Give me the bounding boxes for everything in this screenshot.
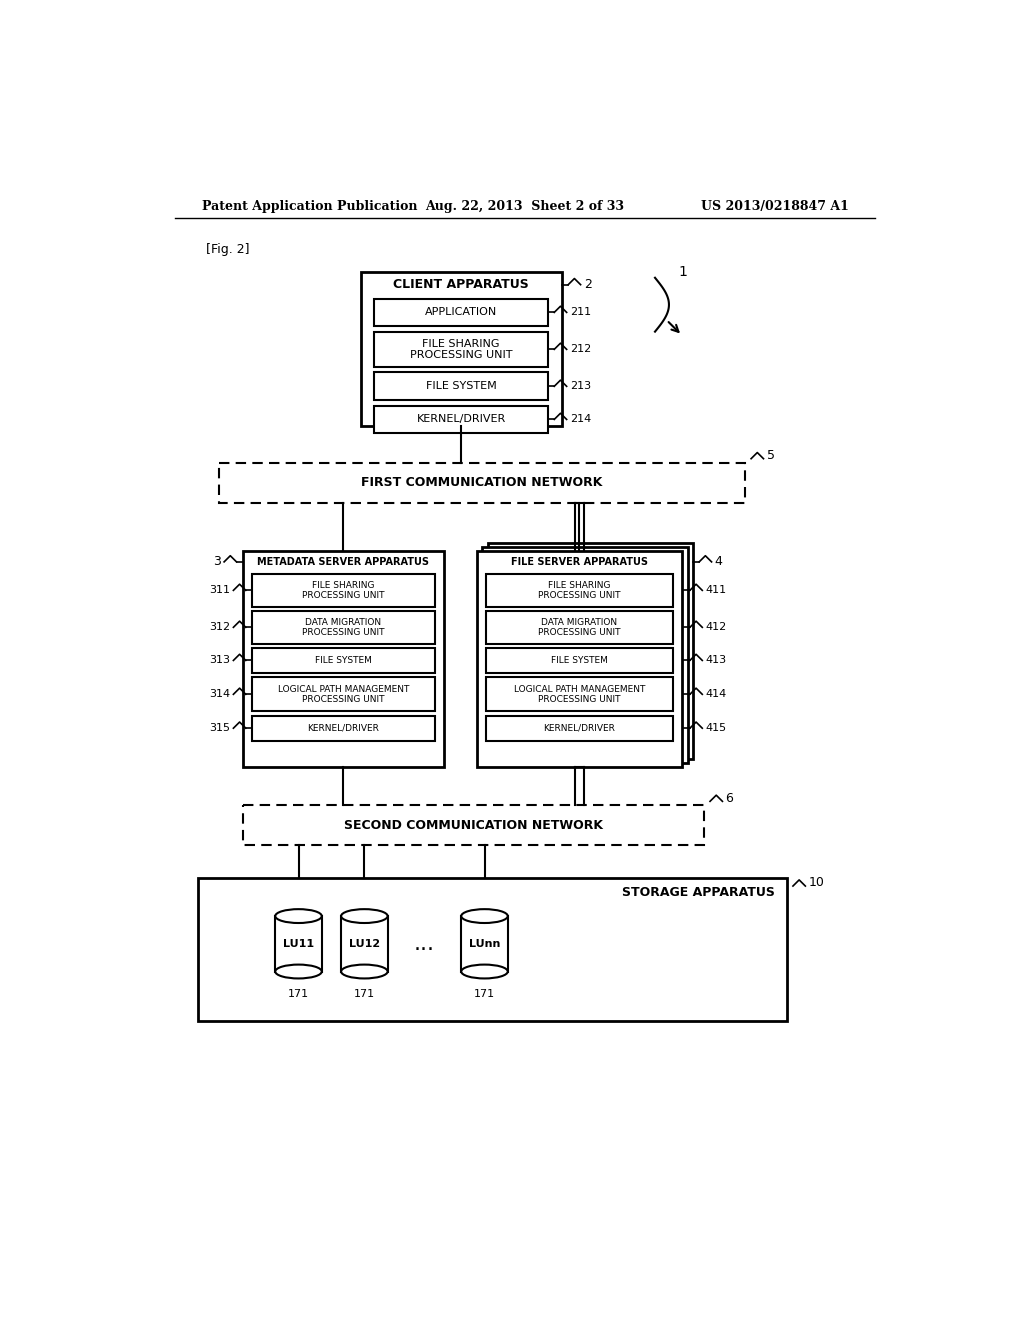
Text: 3: 3 [213,556,221,569]
Text: FILE SHARING
PROCESSING UNIT: FILE SHARING PROCESSING UNIT [410,338,512,360]
Text: 4: 4 [715,556,723,569]
Bar [252,677,435,711]
Text: 312: 312 [209,622,230,632]
Text: FILE SYSTEM: FILE SYSTEM [551,656,608,665]
Bar [243,805,703,845]
Text: LOGICAL PATH MANAGEMENT
PROCESSING UNIT: LOGICAL PATH MANAGEMENT PROCESSING UNIT [514,685,645,704]
Bar [486,574,673,607]
Text: Patent Application Publication: Patent Application Publication [202,199,417,213]
Text: CLIENT APPARATUS: CLIENT APPARATUS [393,279,529,292]
Text: DATA MIGRATION
PROCESSING UNIT: DATA MIGRATION PROCESSING UNIT [539,618,621,638]
Ellipse shape [341,909,388,923]
Bar [252,648,435,673]
Text: 171: 171 [288,989,309,999]
Text: FIRST COMMUNICATION NETWORK: FIRST COMMUNICATION NETWORK [361,477,603,490]
Bar [482,548,687,763]
Bar [219,462,744,503]
Bar [486,648,673,673]
Text: 171: 171 [474,989,495,999]
Ellipse shape [461,965,508,978]
Ellipse shape [341,965,388,978]
Text: KERNEL/DRIVER: KERNEL/DRIVER [544,723,615,733]
Bar [461,916,508,972]
Text: 6: 6 [726,792,733,805]
Text: 413: 413 [706,656,726,665]
Bar [375,405,548,433]
Text: LOGICAL PATH MANAGEMENT
PROCESSING UNIT: LOGICAL PATH MANAGEMENT PROCESSING UNIT [278,685,410,704]
Text: KERNEL/DRIVER: KERNEL/DRIVER [307,723,379,733]
Bar [375,372,548,400]
Text: LUnn: LUnn [469,939,500,949]
Text: 5: 5 [767,449,774,462]
Text: FILE SHARING
PROCESSING UNIT: FILE SHARING PROCESSING UNIT [302,581,385,601]
Text: 2: 2 [584,279,592,292]
Bar [243,552,444,767]
Text: FILE SYSTEM: FILE SYSTEM [315,656,372,665]
Text: 1: 1 [678,265,687,280]
Text: FILE SHARING
PROCESSING UNIT: FILE SHARING PROCESSING UNIT [539,581,621,601]
Text: 212: 212 [569,345,591,354]
Text: 313: 313 [209,656,230,665]
Bar [486,677,673,711]
Text: 10: 10 [809,876,824,890]
Text: 414: 414 [706,689,727,700]
Ellipse shape [275,965,322,978]
Bar [341,916,388,972]
Bar [252,574,435,607]
Text: APPLICATION: APPLICATION [425,308,498,317]
Text: 412: 412 [706,622,727,632]
Text: 314: 314 [209,689,230,700]
Text: 211: 211 [569,308,591,317]
Bar [487,544,693,759]
Bar [275,916,322,972]
Text: Aug. 22, 2013  Sheet 2 of 33: Aug. 22, 2013 Sheet 2 of 33 [425,199,625,213]
Text: 315: 315 [209,723,230,733]
Text: SECOND COMMUNICATION NETWORK: SECOND COMMUNICATION NETWORK [344,818,603,832]
Text: METADATA SERVER APPARATUS: METADATA SERVER APPARATUS [257,557,429,566]
Text: 415: 415 [706,723,726,733]
Text: US 2013/0218847 A1: US 2013/0218847 A1 [700,199,849,213]
Bar [486,715,673,741]
Text: FILE SERVER APPARATUS: FILE SERVER APPARATUS [511,557,648,566]
Text: [Fig. 2]: [Fig. 2] [206,243,249,256]
Text: 171: 171 [354,989,375,999]
Bar [375,331,548,367]
Bar [486,611,673,644]
Text: FILE SYSTEM: FILE SYSTEM [426,381,497,391]
Bar [252,715,435,741]
Text: LU11: LU11 [283,939,314,949]
Bar [477,552,682,767]
Text: 411: 411 [706,585,726,595]
Text: 213: 213 [569,381,591,391]
Text: 311: 311 [209,585,230,595]
Bar [375,298,548,326]
Text: LU12: LU12 [349,939,380,949]
Bar [360,272,562,426]
Ellipse shape [461,909,508,923]
Text: DATA MIGRATION
PROCESSING UNIT: DATA MIGRATION PROCESSING UNIT [302,618,385,638]
Bar [198,878,786,1020]
Text: KERNEL/DRIVER: KERNEL/DRIVER [417,414,506,425]
Text: STORAGE APPARATUS: STORAGE APPARATUS [623,886,775,899]
Text: 214: 214 [569,414,591,425]
Ellipse shape [275,909,322,923]
Bar [252,611,435,644]
Text: ...: ... [414,933,435,954]
